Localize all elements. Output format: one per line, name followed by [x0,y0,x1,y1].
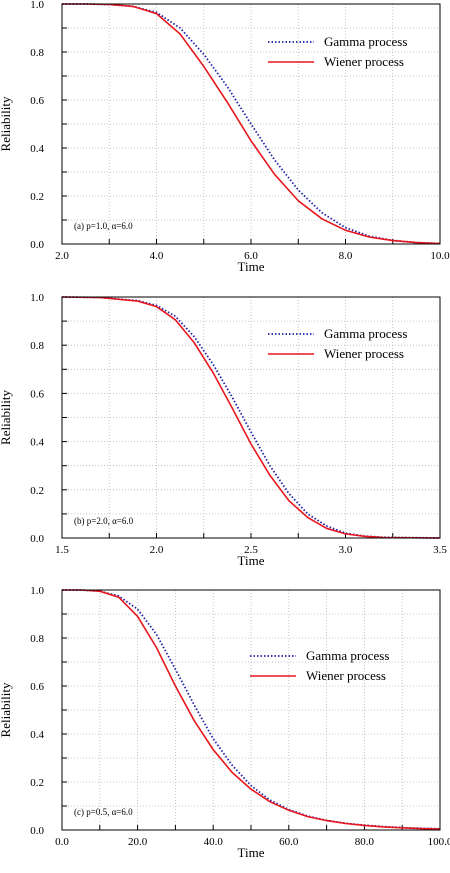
y-tick-label: 0.2 [30,485,44,497]
x-tick-label: 2.0 [55,250,69,262]
chart-panel-3: 0.0 0.2 0.4 0.6 0.8 1.0 0.0 20.0 40.0 60.0 80.0 100… [0,585,450,860]
plot-frame [61,296,441,539]
x-tick-label: 3.5 [433,544,447,556]
x-tick-label: 8.0 [339,250,353,262]
x-tick-label: 2.5 [244,544,258,556]
x-tick-label: 1.5 [55,544,69,556]
plot-frame [61,589,441,831]
y-tick-label: 0.6 [30,681,44,693]
y-axis-title: Reliability [0,682,13,737]
y-tick-label: 0.0 [30,533,44,545]
legend-label-wiener: Wiener process [324,54,404,69]
x-tick-label: 6.0 [244,250,258,262]
x-tick-label: 10.0 [430,250,450,262]
legend-label-wiener: Wiener process [324,346,404,361]
y-tick-label: 0.0 [30,239,44,251]
plot-frame [61,3,441,245]
y-tick-label: 0.8 [30,340,44,352]
x-tick-label: 80.0 [355,836,375,848]
x-tick-label: 60.0 [279,836,299,848]
x-axis-title: Time [238,845,265,860]
x-tick-label: 20.0 [128,836,148,848]
series-line-gamma [61,296,441,539]
x-tick-label: 2.0 [150,544,164,556]
series-line-gamma [62,589,441,830]
legend-label-gamma: Gamma process [306,648,389,663]
y-tick-label: 1.0 [30,0,44,11]
y-tick-label: 0.8 [30,47,44,59]
chart-panel-2: 0.0 0.2 0.4 0.6 0.8 1.0 1.5 2.0 2.5 3.0 3.5 Time Rel… [0,292,447,568]
y-tick-label: 0.6 [30,95,44,107]
y-axis-title: Reliability [0,96,13,151]
legend-label-wiener: Wiener process [306,668,386,683]
y-tick-label: 1.0 [30,292,44,304]
y-tick-label: 0.2 [30,777,44,789]
y-tick-label: 0.4 [30,729,44,741]
x-tick-label: 100.0 [428,836,450,848]
y-tick-label: 0.0 [30,825,44,837]
series-line-wiener [62,3,441,245]
y-tick-label: 0.2 [30,191,44,203]
x-tick-label: 3.0 [339,544,353,556]
y-tick-label: 0.8 [30,633,44,645]
legend-label-gamma: Gamma process [324,326,407,341]
y-tick-label: 0.4 [30,437,44,449]
x-tick-label: 40.0 [204,836,224,848]
y-tick-label: 1.0 [30,585,44,597]
x-axis-title: Time [238,259,265,274]
series-line-wiener [61,296,441,539]
y-axis-title: Reliability [0,390,13,445]
panel-annotation: (b) p=2.0, α=6.0 [74,516,134,526]
legend-label-gamma: Gamma process [324,34,407,49]
series-line-wiener [62,589,441,830]
x-tick-label: 4.0 [150,250,164,262]
y-tick-label: 0.6 [30,388,44,400]
x-axis-title: Time [238,553,265,568]
x-tick-label: 0.0 [55,836,69,848]
chart-panel-1: 0.0 0.2 0.4 0.6 0.8 1.0 2.0 4.0 6.0 8.0 10.0 Time Re… [0,0,450,274]
panel-annotation: (a) p=1.0, α=6.0 [74,221,133,231]
panel-annotation: (c) p=0.5, α=6.0 [74,807,133,817]
y-tick-label: 0.4 [30,143,44,155]
